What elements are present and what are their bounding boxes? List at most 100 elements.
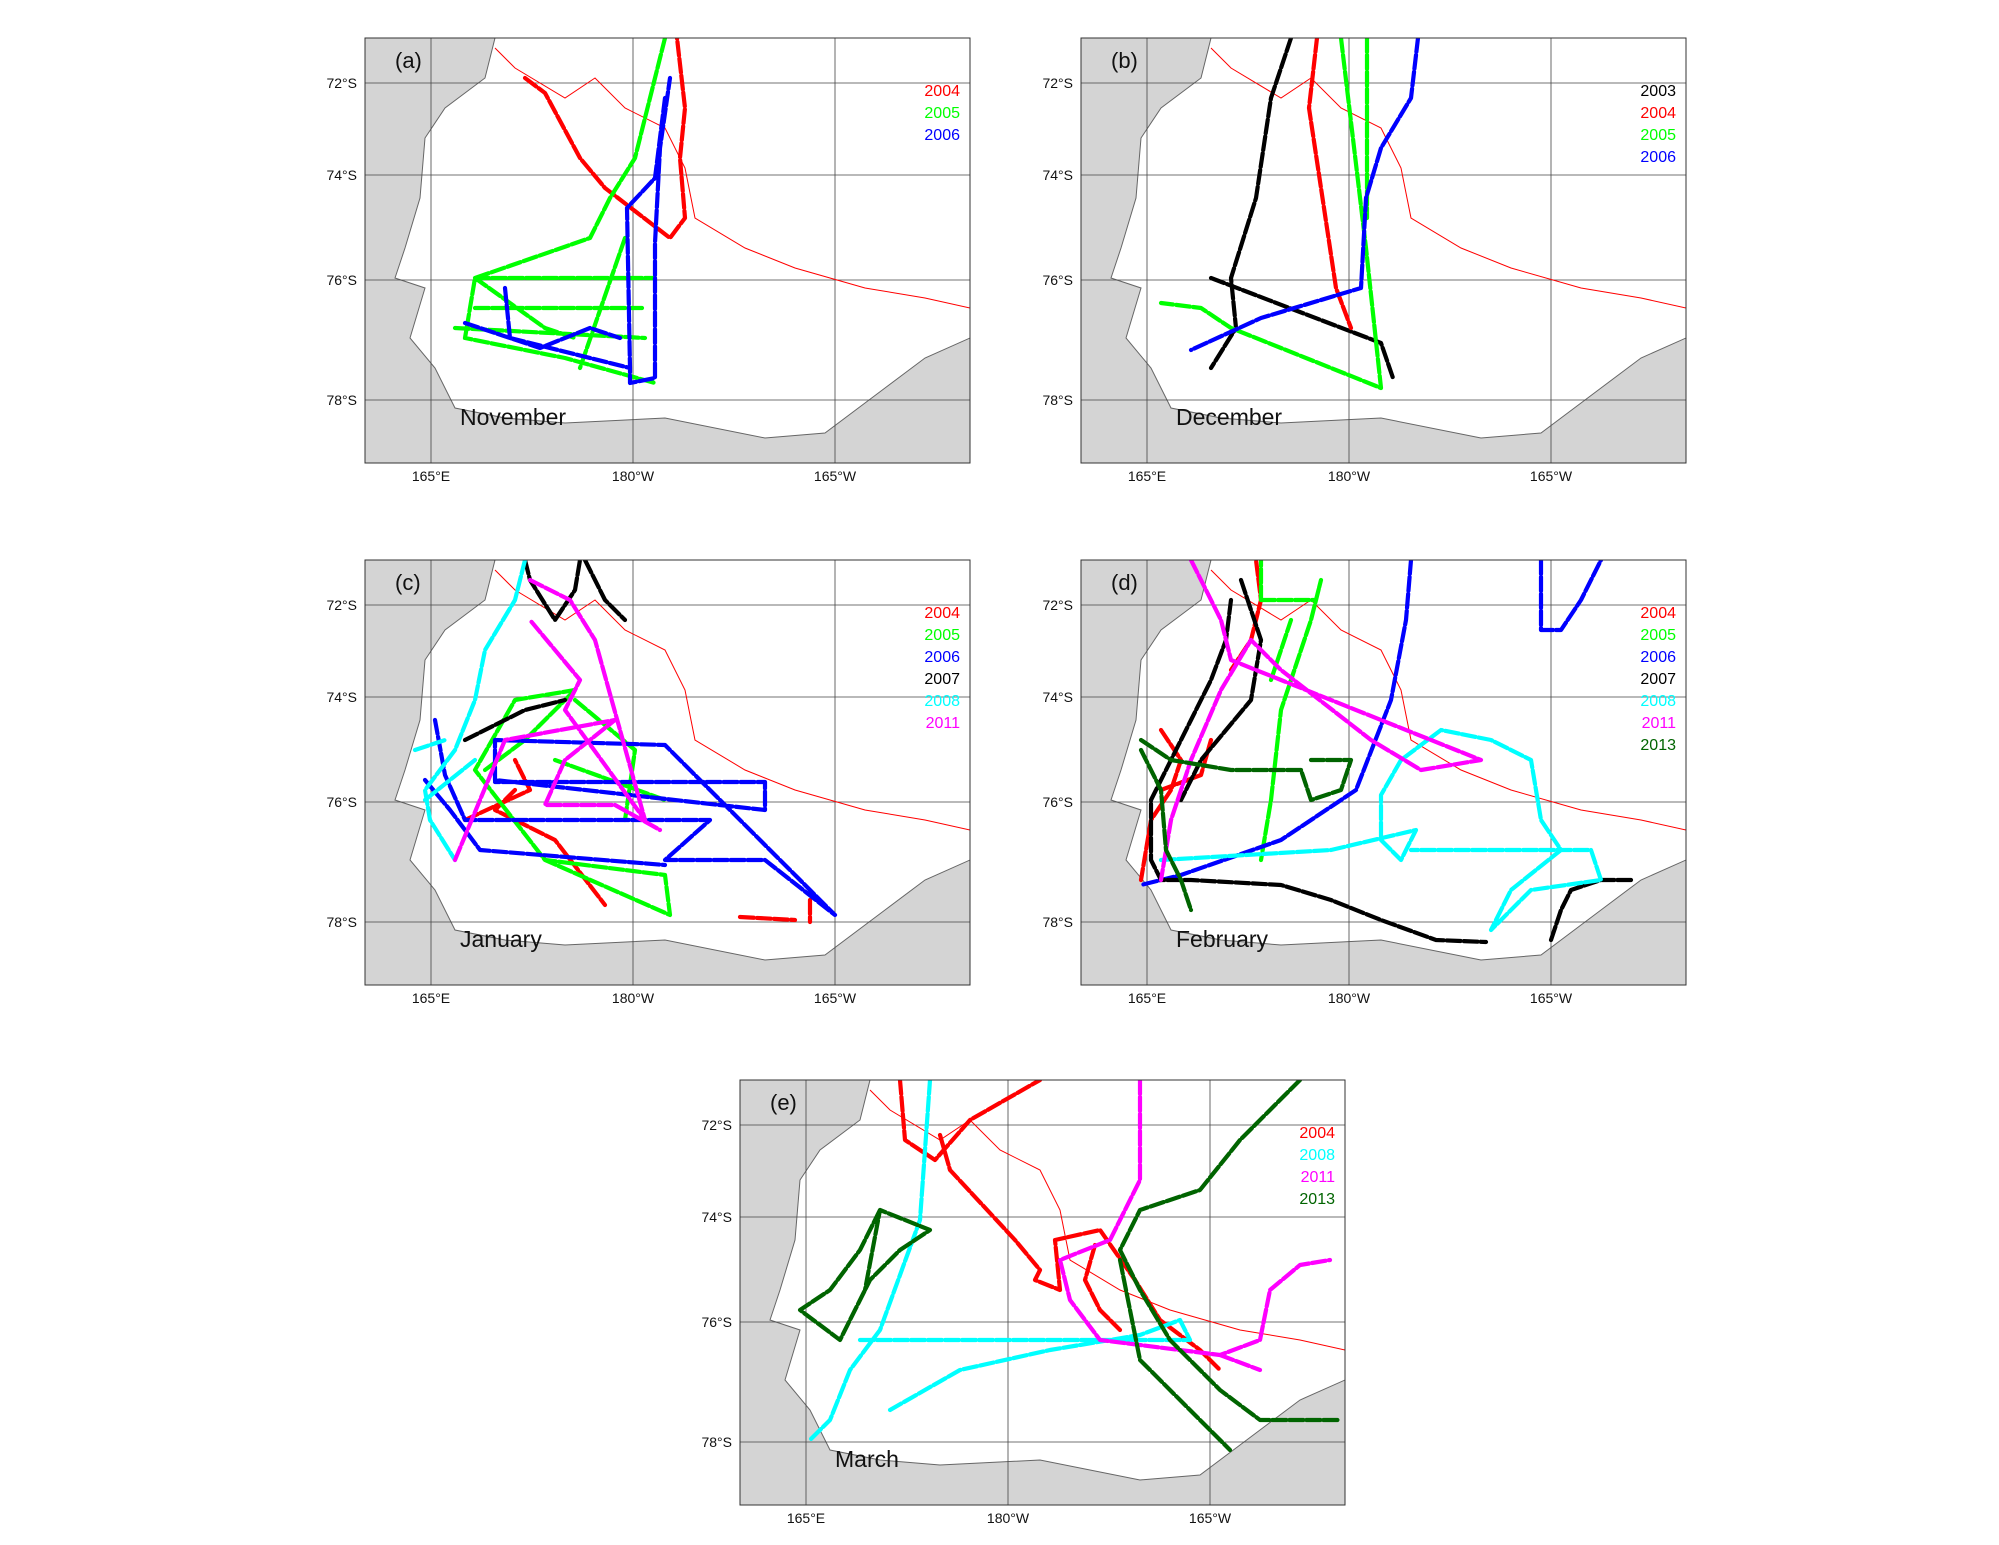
panel-letter: (d) <box>1111 570 1138 595</box>
legend-year-2008: 2008 <box>1299 1147 1335 1164</box>
legend-year-2003: 2003 <box>1640 83 1676 100</box>
panel-letter: (a) <box>395 48 422 73</box>
lon-tick-label: 165°W <box>814 990 857 1006</box>
ship-track-2005 <box>452 38 668 386</box>
ship-track-2006 <box>422 717 838 918</box>
panel-frame <box>1080 559 1687 986</box>
month-label: March <box>835 1446 899 1472</box>
map-content <box>365 38 970 463</box>
land-mass <box>1081 38 1686 463</box>
month-label: November <box>460 404 566 430</box>
lon-tick-label: 165°E <box>787 1510 825 1526</box>
lat-tick-label: 72°S <box>701 1117 732 1133</box>
panel-frame <box>739 1079 1346 1506</box>
ship-track-2005 <box>1258 560 1324 863</box>
legend-year-2011: 2011 <box>1301 1169 1336 1186</box>
lat-tick-label: 74°S <box>1042 167 1073 183</box>
lon-tick-label: 165°E <box>1128 468 1166 484</box>
month-label: February <box>1176 926 1269 952</box>
lat-tick-label: 76°S <box>326 272 357 288</box>
lon-tick-label: 165°E <box>412 468 450 484</box>
lon-tick-label: 165°W <box>1189 1510 1232 1526</box>
sea-ice-edge <box>494 569 970 831</box>
sea-ice-edge <box>1210 569 1686 831</box>
lon-tick-label: 180°W <box>612 990 655 1006</box>
lon-tick-label: 165°W <box>1530 990 1573 1006</box>
ship-track-2004 <box>522 38 688 241</box>
ship-track-2006 <box>462 75 673 386</box>
lon-tick-label: 180°W <box>612 468 655 484</box>
ship-track-2011 <box>452 577 663 863</box>
sea-ice-edge <box>1210 47 1686 309</box>
ship-track-2008 <box>1158 727 1604 933</box>
ship-track-2011 <box>1057 1080 1333 1373</box>
legend-year-2013: 2013 <box>1299 1191 1335 1208</box>
legend-year-2006: 2006 <box>924 127 960 144</box>
sea-ice-edge <box>494 47 970 309</box>
legend-year-2004: 2004 <box>1299 1125 1335 1142</box>
legend-year-2006: 2006 <box>1640 149 1676 166</box>
lat-tick-label: 72°S <box>1042 75 1073 91</box>
ship-track-2004 <box>462 757 813 925</box>
lat-tick-label: 76°S <box>1042 794 1073 810</box>
ship-track-2013 <box>1138 737 1354 913</box>
map-content <box>365 560 970 985</box>
ship-track-2006 <box>1188 38 1421 353</box>
panel-frame <box>1080 37 1687 464</box>
lat-tick-label: 78°S <box>701 1434 732 1450</box>
legend-year-2005: 2005 <box>924 105 960 122</box>
land-mass <box>365 38 970 463</box>
legend-year-2005: 2005 <box>924 627 960 644</box>
sea-area <box>1081 38 1686 463</box>
panel-frame <box>364 559 971 986</box>
lon-tick-label: 165°E <box>1128 990 1166 1006</box>
lat-tick-label: 78°S <box>326 392 357 408</box>
legend-year-2008: 2008 <box>924 693 960 710</box>
map-panel-march: 72°S 74°S 76°S 78°S 165°E 180°W 165°W (e) March 2… <box>701 1079 1346 1526</box>
land-mass <box>365 560 970 985</box>
ship-track-2013 <box>797 1080 1343 1453</box>
map-content <box>740 1080 1345 1505</box>
legend-year-2006: 2006 <box>1640 649 1676 666</box>
legend-year-2004: 2004 <box>1640 605 1676 622</box>
lat-tick-label: 76°S <box>326 794 357 810</box>
ship-track-2007 <box>462 560 628 743</box>
legend-year-2007: 2007 <box>924 671 960 688</box>
map-panel-november: 72°S 74°S 76°S 78°S 165°E 180°W 165°W (a) Novemb… <box>326 37 971 484</box>
legend-year-2006: 2006 <box>924 649 960 666</box>
lat-tick-label: 78°S <box>1042 392 1073 408</box>
lat-tick-label: 76°S <box>1042 272 1073 288</box>
legend-year-2004: 2004 <box>924 605 960 622</box>
lon-tick-label: 180°W <box>987 1510 1030 1526</box>
ship-track-2006 <box>1138 560 1604 888</box>
map-panel-january: 72°S 74°S 76°S 78°S 165°E 180°W 165°W (c) Januar… <box>326 559 971 1006</box>
legend-year-2005: 2005 <box>1640 127 1676 144</box>
lat-tick-label: 74°S <box>326 689 357 705</box>
panel-frame <box>364 37 971 464</box>
legend-year-2013: 2013 <box>1640 737 1676 754</box>
map-content <box>1081 38 1686 463</box>
panel-letter: (e) <box>770 1090 797 1115</box>
lat-tick-label: 72°S <box>326 597 357 613</box>
lat-tick-label: 74°S <box>1042 689 1073 705</box>
panel-letter: (b) <box>1111 48 1138 73</box>
lon-tick-label: 165°W <box>1530 468 1573 484</box>
ship-track-2008 <box>807 1080 1193 1443</box>
ship-track-2011 <box>1158 560 1484 883</box>
lon-tick-label: 165°W <box>814 468 857 484</box>
legend-year-2004: 2004 <box>924 83 960 100</box>
map-content <box>1081 560 1686 985</box>
lat-tick-label: 78°S <box>326 914 357 930</box>
lat-tick-label: 74°S <box>701 1209 732 1225</box>
lat-tick-label: 76°S <box>701 1314 732 1330</box>
lon-tick-label: 180°W <box>1328 468 1371 484</box>
legend-year-2011: 2011 <box>926 715 961 732</box>
legend-year-2008: 2008 <box>1640 693 1676 710</box>
lon-tick-label: 180°W <box>1328 990 1371 1006</box>
month-label: December <box>1176 404 1282 430</box>
month-label: January <box>460 926 542 952</box>
legend-year-2007: 2007 <box>1640 671 1676 688</box>
lat-tick-label: 74°S <box>326 167 357 183</box>
legend-year-2005: 2005 <box>1640 627 1676 644</box>
